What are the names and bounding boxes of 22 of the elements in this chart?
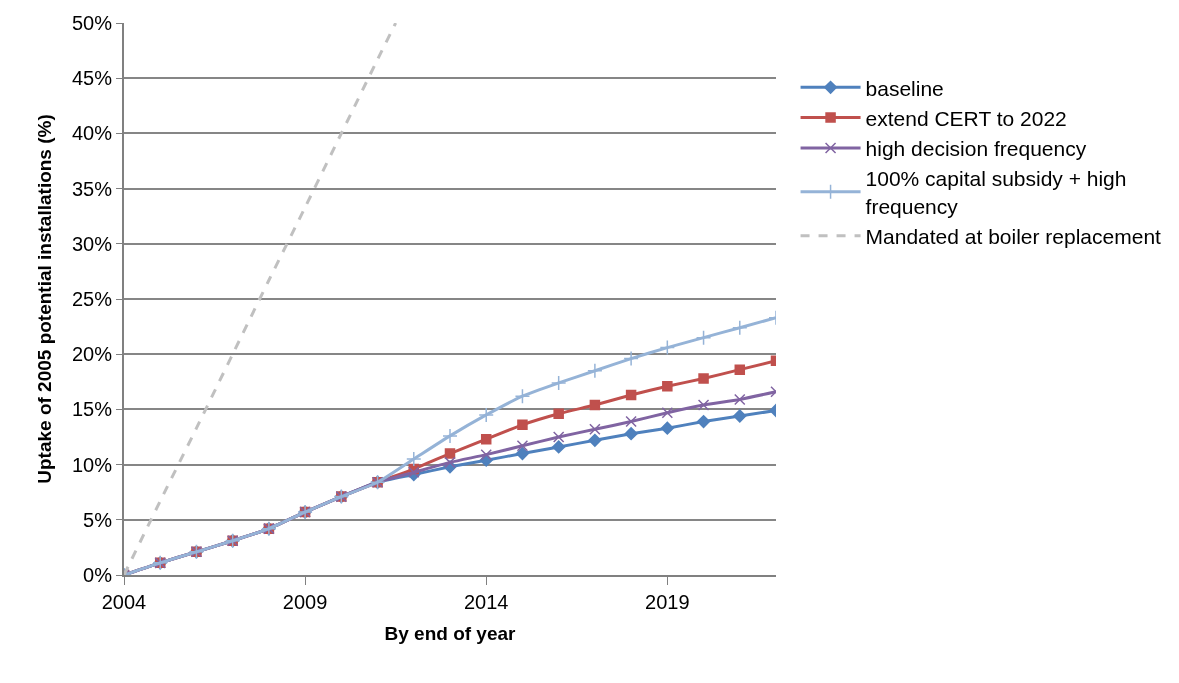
legend-label: baseline	[865, 76, 944, 100]
y-tick-label: 0%	[83, 564, 113, 586]
legend-label: extend CERT to 2022	[865, 106, 1067, 130]
y-tick-label: 50%	[71, 12, 113, 34]
y-tick-label: 10%	[71, 453, 113, 476]
legend-label: high decision frequency	[865, 137, 1087, 161]
y-tick-label: 30%	[71, 232, 113, 255]
y-tick-label: 5%	[83, 508, 113, 531]
x-tick-label: 2019	[645, 591, 690, 613]
y-tick-label: 40%	[71, 122, 113, 145]
legend-label: Mandated at boiler replacement	[865, 225, 1162, 248]
x-axis-title: By end of year	[384, 623, 517, 645]
x-tick-label: 2014	[463, 591, 509, 613]
y-tick-label: 15%	[71, 398, 113, 421]
legend-label: 100% capital subsidy + high frequency	[865, 167, 1127, 218]
y-tick-label: 25%	[71, 288, 113, 310]
y-tick-label: 35%	[71, 177, 113, 200]
y-tick-label: 20%	[71, 343, 113, 366]
y-axis-title: Uptake of 2005 potential installations (%)	[34, 114, 56, 484]
y-tick-label: 45%	[71, 67, 113, 90]
x-tick-label: 2009	[282, 591, 328, 613]
x-tick-label: 2004	[101, 591, 147, 613]
